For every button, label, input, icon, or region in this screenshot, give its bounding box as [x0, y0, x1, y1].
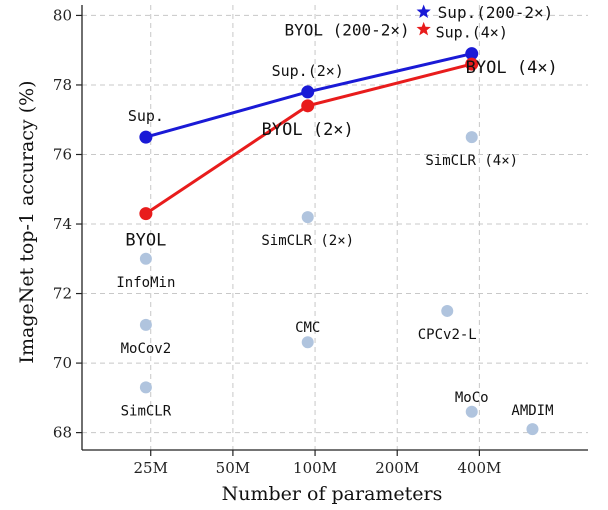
y-tick-label: 70	[53, 354, 72, 372]
data-marks	[139, 4, 539, 436]
baseline-point-label: MoCo	[455, 390, 489, 406]
baseline-point	[301, 211, 314, 224]
x-tick-label: 50M	[216, 459, 250, 477]
grid	[82, 5, 588, 450]
baseline-point	[139, 252, 152, 265]
series-point	[465, 57, 479, 71]
data-labels: InfoMin MoCov2 SimCLR SimCLR (2×) CMC SimCLR …	[116, 3, 557, 419]
baseline-point	[301, 336, 314, 349]
y-tick-label: 76	[53, 145, 72, 163]
series-point-label: Sup.(4×)	[436, 24, 508, 42]
axes: 25M 50M 100M 200M 400M 68 70 72 74 76 78 80	[53, 5, 588, 477]
baseline-point	[526, 423, 539, 436]
baseline-point	[139, 318, 152, 331]
y-tick-label: 68	[53, 424, 72, 442]
series-point	[139, 130, 153, 144]
series-point	[301, 99, 315, 113]
baseline-point	[465, 131, 478, 144]
x-tick-label: 25M	[134, 459, 168, 477]
y-tick-label: 80	[53, 6, 72, 24]
star-point-label: Sup.(200-2×)	[438, 3, 554, 22]
baseline-point-label: MoCov2	[121, 341, 172, 357]
series-point	[139, 207, 153, 221]
baseline-point-label: SimCLR (4×)	[425, 153, 518, 169]
series-point-label: BYOL (4×)	[466, 58, 558, 78]
series-point	[465, 47, 479, 61]
x-axis-label: Number of parameters	[222, 483, 443, 505]
baseline-point-label: CPCv2-L	[418, 327, 477, 343]
baseline-point	[139, 381, 152, 394]
star-point-label: BYOL (200-2×)	[284, 20, 409, 39]
series-point-label: Sup.(2×)	[272, 62, 344, 80]
baseline-point-label: SimCLR	[121, 403, 172, 419]
y-axis-label: ImageNet top-1 accuracy (%)	[16, 80, 38, 363]
baseline-point-label: SimCLR (2×)	[261, 233, 354, 249]
baseline-point-label: AMDIM	[511, 403, 553, 419]
x-tick-label: 200M	[375, 459, 419, 477]
series-point-label: BYOL (2×)	[262, 120, 354, 140]
star-point	[416, 4, 431, 19]
y-tick-label: 78	[53, 76, 72, 94]
series-point-label: Sup.	[128, 107, 164, 125]
series-point-label: BYOL	[125, 231, 166, 251]
baseline-point-label: InfoMin	[116, 275, 175, 291]
x-tick-label: 400M	[457, 459, 501, 477]
y-tick-label: 74	[53, 215, 72, 233]
x-tick-label: 100M	[293, 459, 337, 477]
baseline-point	[441, 304, 454, 317]
baseline-point-label: CMC	[295, 320, 320, 336]
star-point	[416, 21, 431, 36]
series-point	[301, 85, 315, 99]
y-tick-label: 72	[53, 285, 72, 303]
baseline-point	[465, 405, 478, 418]
